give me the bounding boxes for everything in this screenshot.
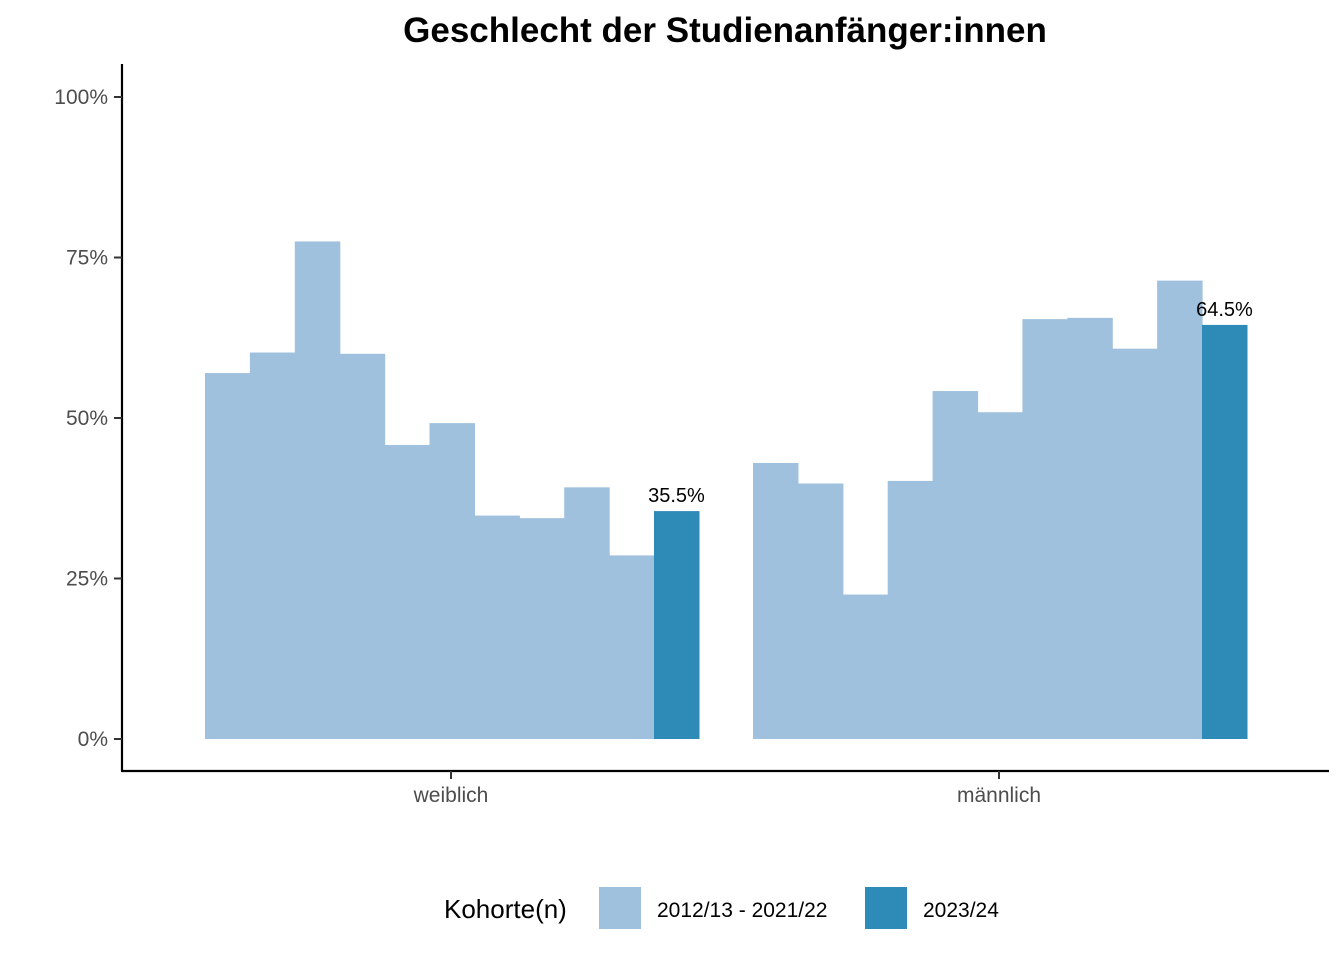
y-tick-label: 0% (78, 728, 108, 751)
legend-swatch-historic (599, 887, 641, 929)
data-label: 35.5% (648, 485, 705, 507)
bar-historic (609, 555, 655, 739)
bar-historic (1022, 319, 1068, 739)
x-tick-label: männlich (957, 784, 1041, 807)
x-tick-label: weiblich (413, 784, 489, 807)
bar-historic (519, 518, 565, 739)
bar-current (1202, 324, 1248, 739)
bar-historic (294, 241, 341, 739)
legend-label-historic: 2012/13 - 2021/22 (657, 899, 827, 922)
bar-historic (797, 483, 844, 739)
bars-layer (205, 241, 1248, 739)
y-ticks: 0% 25% 50% 75% 100% (54, 86, 122, 751)
bar-historic (429, 423, 475, 739)
y-tick-label: 75% (66, 247, 108, 270)
bar-historic (474, 515, 520, 739)
bar-current (654, 511, 700, 739)
data-label: 64.5% (1196, 299, 1253, 321)
bar-historic (887, 480, 934, 739)
bar-historic (842, 594, 889, 739)
bar-historic (1157, 280, 1203, 739)
bar-historic (564, 487, 610, 739)
bar-historic (339, 353, 386, 739)
data-labels-layer: 35.5% 64.5% (648, 299, 1253, 507)
chart-title: Geschlecht der Studienanfänger:innen (403, 11, 1047, 50)
legend-label-current: 2023/24 (923, 899, 999, 922)
bar-historic (205, 373, 251, 739)
bar-historic (932, 391, 979, 739)
bar-historic (1067, 317, 1113, 739)
bar-historic (977, 412, 1023, 739)
y-tick-label: 50% (66, 407, 108, 430)
y-tick-label: 25% (66, 568, 108, 591)
legend: Kohorte(n) 2012/13 - 2021/22 2023/24 (444, 887, 999, 929)
legend-swatch-current (865, 887, 907, 929)
bar-historic (1112, 348, 1158, 739)
bar-historic (249, 352, 296, 739)
bar-historic (384, 444, 431, 739)
x-ticks: weiblich männlich (413, 771, 1041, 807)
y-tick-label: 100% (54, 86, 108, 109)
bar-historic (753, 462, 799, 739)
legend-title: Kohorte(n) (444, 894, 567, 924)
